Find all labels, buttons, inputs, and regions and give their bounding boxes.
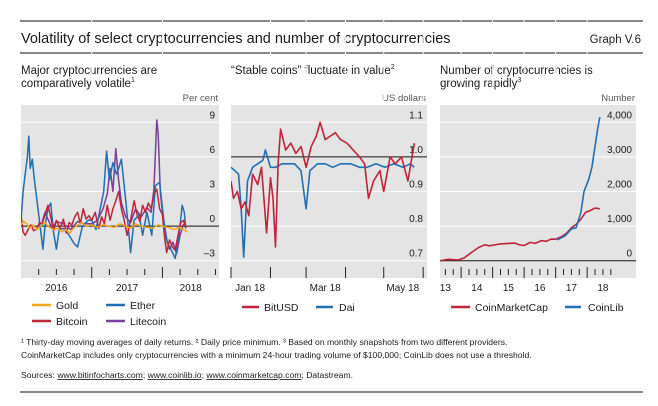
x-tick-label: 16: [534, 283, 546, 294]
x-tick-label: Jan 18: [235, 283, 265, 294]
series-line-gold: [21, 220, 188, 234]
legend-label-dai: Dai: [339, 302, 355, 314]
figure-title: Volatility of select cryptocurrencies an…: [21, 31, 451, 47]
panel1-chart: 9 6 3 0 –3 2016 2017 2018: [21, 0, 219, 294]
x-tick-label: 18: [597, 283, 609, 294]
panel1-title-line2: comparatively volatile: [21, 78, 131, 90]
y-tick-label: 6: [209, 145, 215, 156]
sources-line: Sources: www.bitinfocharts.com; www.coin…: [21, 370, 353, 380]
y-tick-label: 2,000: [607, 180, 632, 191]
panel2-unit: US dollars: [382, 93, 426, 104]
y-tick-label: –3: [204, 249, 216, 260]
series-line-ether: [21, 135, 187, 260]
panel3-title-line1: Number of cryptocurrencies is: [440, 65, 593, 77]
panel1-title: Major cryptocurrencies are: [21, 65, 157, 77]
panel3-title: Number of cryptocurrencies is: [440, 65, 593, 77]
legend-label-bitcoin: Bitcoin: [56, 316, 88, 328]
panel3-title-line2: growing rapidly: [440, 78, 518, 90]
y-tick-label: 3,000: [607, 145, 632, 156]
panel3-footnote-ref: 3: [517, 77, 521, 84]
y-tick-label: 1.0: [409, 145, 423, 156]
x-tick-label: 15: [503, 283, 515, 294]
source-link-coinmarketcap[interactable]: www.coinmarketcap.com: [205, 370, 301, 380]
sources-label: Sources:: [21, 370, 57, 380]
legend-label-coinlib: CoinLib: [588, 302, 624, 314]
panel3-chart: 4,000 3,000 2,000 1,000 0 13 14 15 16 17 18: [440, 0, 636, 294]
legend-label-ether: Ether: [130, 300, 156, 312]
series-line-dai: [231, 149, 415, 258]
source-link-coinlib[interactable]: www.coinlib.io: [147, 370, 202, 380]
y-tick-label: 0: [209, 214, 215, 225]
y-tick-label: 0: [626, 249, 632, 260]
panel2-title-line1: “Stable coins” fluctuate in value: [231, 65, 391, 77]
y-tick-label: 0.7: [409, 249, 423, 260]
panel2-chart: 1.1 1.0 0.9 0.8 0.7 Jan 18 Mar 18 May 18: [230, 0, 427, 294]
legend-label-litecoin: Litecoin: [130, 316, 166, 328]
panel3-title-2: growing rapidly3: [440, 77, 521, 90]
x-tick-label: 17: [566, 283, 578, 294]
x-tick-label: Mar 18: [310, 283, 342, 294]
sources-tail: Datastream.: [306, 370, 353, 380]
x-tick-label: 2018: [180, 283, 203, 294]
panel2-footnote-ref: 2: [391, 64, 395, 71]
panel3-unit: Number: [601, 93, 635, 104]
legend-label-bitusd: BitUSD: [264, 302, 299, 314]
y-tick-label: 0.9: [409, 180, 423, 191]
x-tick-label: 2017: [116, 283, 139, 294]
x-tick-label: 14: [471, 283, 483, 294]
series-line-coinlib: [556, 116, 601, 241]
legend-label-gold: Gold: [56, 300, 78, 312]
y-tick-label: 4,000: [607, 110, 632, 121]
y-tick-label: 9: [209, 110, 215, 121]
panel3-legend: CoinMarketCap CoinLib: [451, 302, 624, 314]
x-tick-label: May 18: [386, 283, 419, 294]
panel2-title: “Stable coins” fluctuate in value2: [231, 64, 395, 77]
legend-label-coinmarketcap: CoinMarketCap: [475, 302, 548, 314]
panel1-legend: Gold Ether Bitcoin Litecoin: [32, 300, 166, 328]
graph-id: Graph V.6: [590, 34, 641, 46]
y-tick-label: 1,000: [607, 214, 632, 225]
y-tick-label: 3: [209, 180, 215, 191]
panel1-title-2: comparatively volatile1: [21, 77, 135, 90]
y-tick-label: 0.8: [409, 214, 423, 225]
panel1-title-line1: Major cryptocurrencies are: [21, 65, 157, 77]
footnote-line2: CoinMarketCap includes only cryptocurren…: [21, 350, 532, 360]
x-tick-label: 13: [440, 283, 452, 294]
footnote-line1: ¹ Thirty-day moving averages of daily re…: [21, 337, 507, 347]
panel1-unit: Per cent: [183, 93, 219, 104]
x-tick-label: 2016: [45, 283, 68, 294]
panel1-footnote-ref: 1: [131, 77, 135, 84]
y-tick-label: 1.1: [409, 110, 423, 121]
series-line-bitcoin: [21, 188, 187, 254]
panel2-legend: BitUSD Dai: [242, 302, 355, 314]
source-link-bitinfocharts[interactable]: www.bitinfocharts.com: [56, 370, 143, 380]
series-line-bitusd: [231, 121, 416, 248]
